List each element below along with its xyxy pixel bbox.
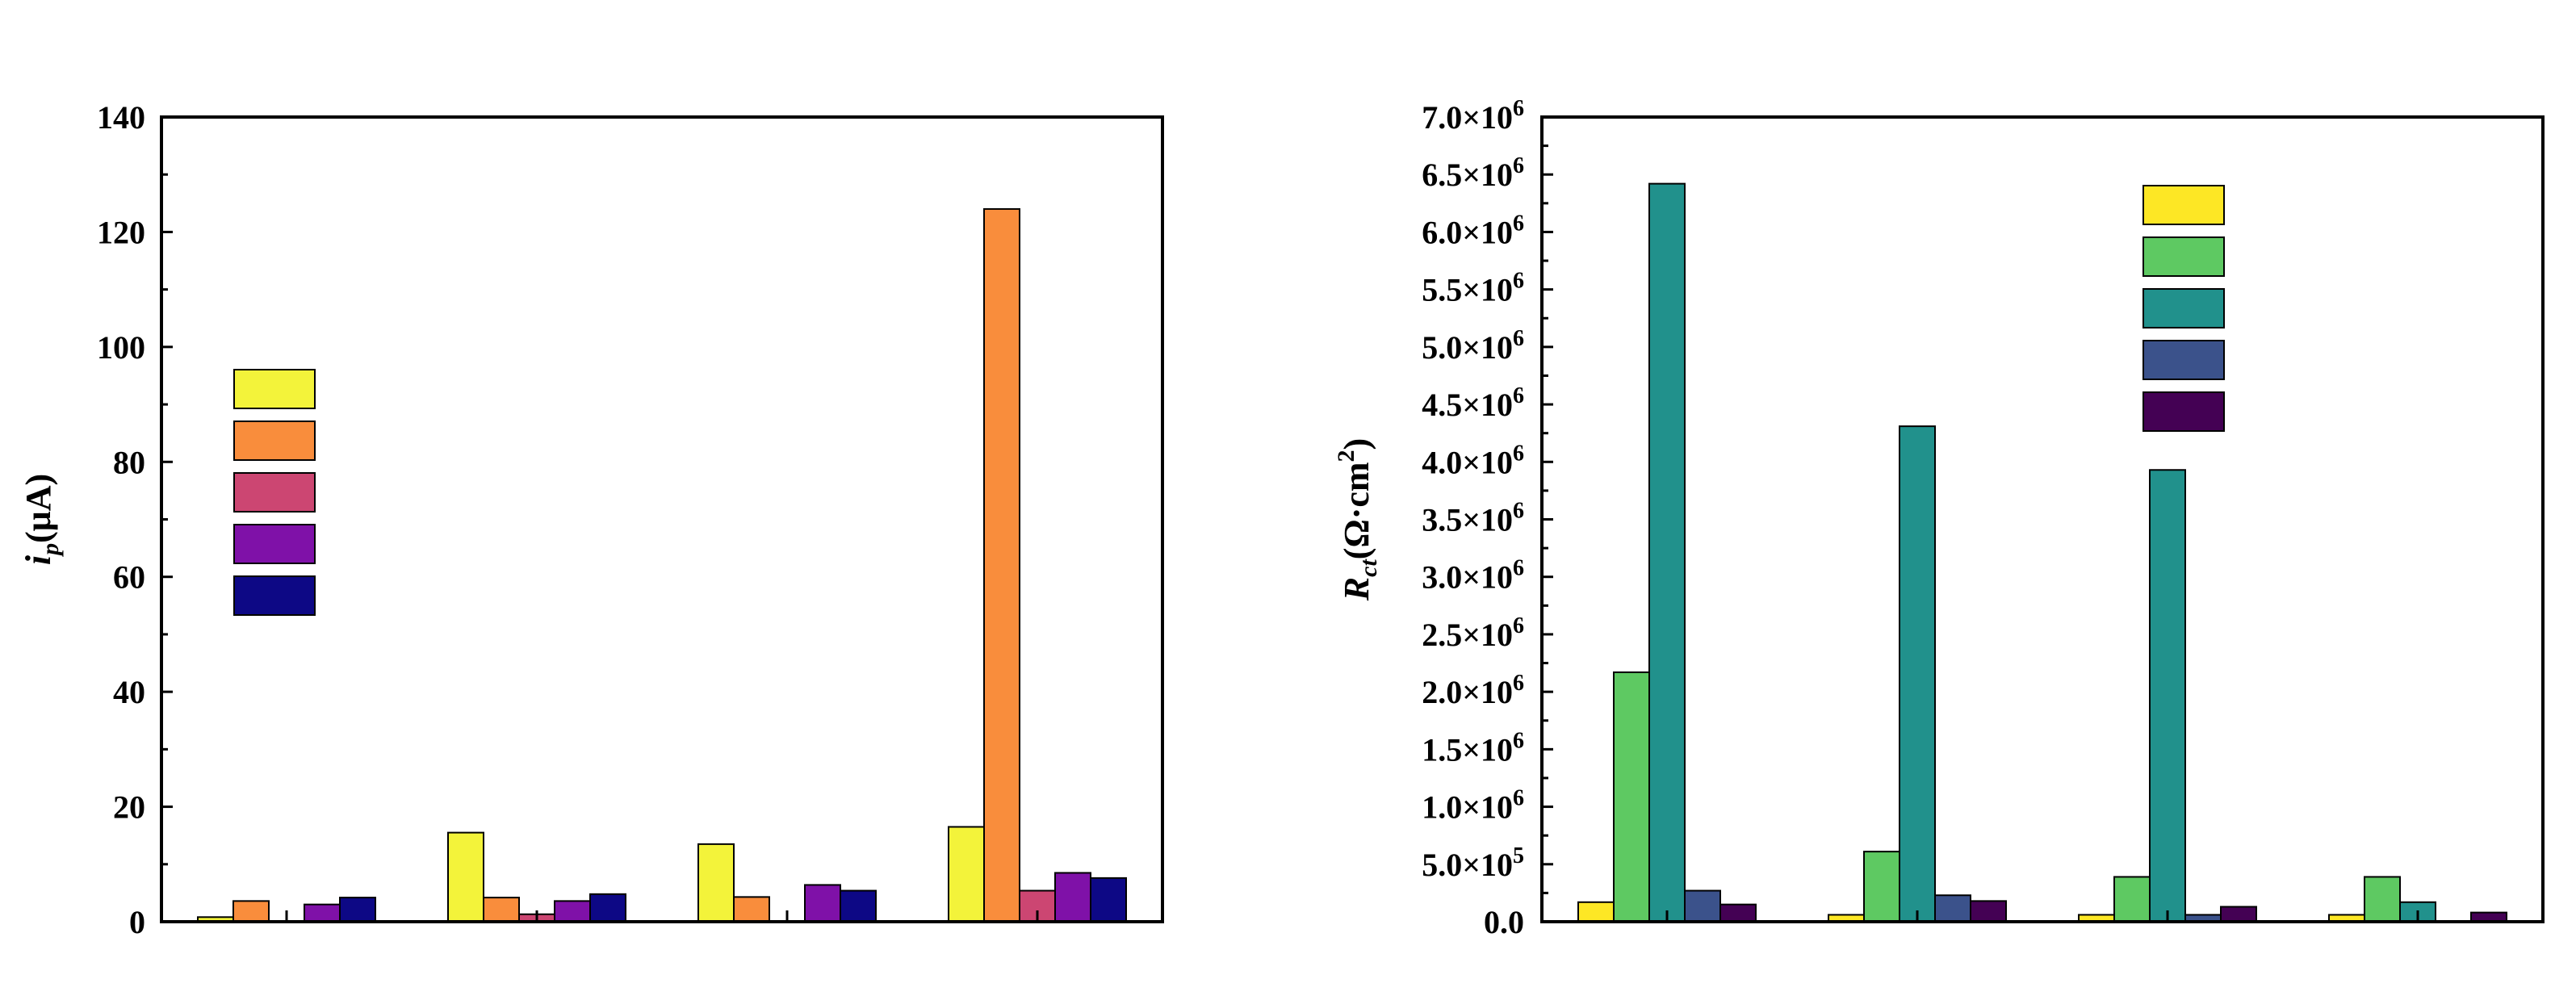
y-tick-label: 60	[113, 559, 145, 596]
bar-smaw-wm-150mg-l	[2113, 876, 2151, 923]
bar-gmaw-wm-50mg-l	[1684, 889, 1721, 923]
y-tick-label: 3.5×106	[1422, 499, 1524, 538]
bar-bm-100mg-l	[447, 831, 484, 923]
y-tick-label: 0	[129, 904, 145, 940]
chart-panel-b: 0.0 5.0×105 1.0×106 1.5×106 2.0×106 2.5×106 3.…	[1333, 96, 2545, 940]
legend-swatch-smaw-haz	[2142, 288, 2225, 328]
y-axis-title: ip(μA)	[19, 474, 64, 565]
bar-gmaw-wm-300mg-l	[1054, 872, 1091, 923]
bar-smaw-wm-50mg-l	[232, 900, 270, 923]
y-tick-label: 7.0×106	[1422, 96, 1524, 136]
y-tick-label: 40	[113, 674, 145, 710]
y-tick-label: 4.5×106	[1422, 383, 1524, 423]
bar-smaw-wm-150mg-l	[733, 896, 770, 923]
y-tick-label: 3.0×106	[1422, 556, 1524, 596]
legend-swatch-bm	[233, 369, 316, 409]
y-tick-label: 2.5×106	[1422, 613, 1524, 653]
bar-bm-150mg-l	[697, 843, 735, 923]
y-tick-label: 5.0×105	[1422, 843, 1524, 883]
legend-swatch-smaw-haz	[233, 472, 316, 513]
bar-bm-50mg-l	[1577, 901, 1615, 923]
y-tick-label: 5.0×106	[1422, 326, 1524, 366]
y-tick-label: 120	[97, 214, 145, 250]
bar-gmaw-wm-50mg-l	[304, 903, 341, 923]
bar-smaw-wm-50mg-l	[1613, 671, 1650, 923]
y-tick-label: 6.5×106	[1422, 153, 1524, 193]
y-tick-label: 140	[97, 99, 145, 136]
y-tick-label: 1.0×106	[1422, 786, 1524, 826]
chart-panel-a: 0 20 40 60 80 100 120 140 ip(μA)	[19, 99, 1164, 940]
legend	[2142, 185, 2225, 432]
bar-gmaw-wm-100mg-l	[1934, 894, 1971, 923]
legend-swatch-gmaw-wm	[2142, 340, 2225, 380]
plot-frame	[1540, 115, 2545, 923]
bar-gmaw-wm-150mg-l	[804, 884, 841, 923]
bar-gmaw-haz-50mg-l	[1719, 903, 1757, 923]
legend-swatch-gmaw-wm	[233, 524, 316, 564]
legend-swatch-smaw-wm	[233, 421, 316, 461]
bar-bm-300mg-l	[948, 826, 985, 923]
bar-smaw-haz-100mg-l	[1899, 425, 1936, 923]
bar-smaw-wm-100mg-l	[1863, 851, 1900, 923]
bar-gmaw-haz-100mg-l	[589, 893, 626, 923]
bar-gmaw-haz-50mg-l	[339, 897, 376, 923]
y-tick-label: 1.5×106	[1422, 728, 1524, 768]
bar-gmaw-haz-150mg-l	[840, 889, 877, 923]
y-tick-label: 5.5×106	[1422, 269, 1524, 308]
y-tick-label: 4.0×106	[1422, 441, 1524, 480]
bar-smaw-wm-300mg-l	[983, 207, 1020, 923]
bar-gmaw-wm-100mg-l	[554, 900, 591, 923]
legend-swatch-gmaw-haz	[233, 575, 316, 616]
bar-gmaw-haz-100mg-l	[1970, 900, 2007, 923]
legend-swatch-bm	[2142, 185, 2225, 225]
legend	[233, 369, 316, 616]
bar-smaw-wm-300mg-l	[2364, 876, 2401, 923]
legend-swatch-smaw-wm	[2142, 236, 2225, 277]
y-tick-label: 2.0×106	[1422, 671, 1524, 710]
bar-smaw-haz-150mg-l	[2149, 469, 2186, 923]
bar-gmaw-haz-300mg-l	[1090, 877, 1127, 923]
y-tick-label: 20	[113, 789, 145, 826]
y-axis-title: Rct(Ω·cm2)	[1333, 438, 1382, 601]
y-tick-label: 80	[113, 444, 145, 480]
y-tick-label: 100	[97, 329, 145, 366]
bar-smaw-haz-50mg-l	[1648, 182, 1686, 923]
y-tick-label: 0.0	[1484, 904, 1524, 940]
y-tick-label: 6.0×106	[1422, 211, 1524, 250]
legend-swatch-gmaw-haz	[2142, 391, 2225, 432]
bar-smaw-wm-100mg-l	[483, 897, 520, 923]
bar-gmaw-haz-150mg-l	[2220, 906, 2257, 923]
